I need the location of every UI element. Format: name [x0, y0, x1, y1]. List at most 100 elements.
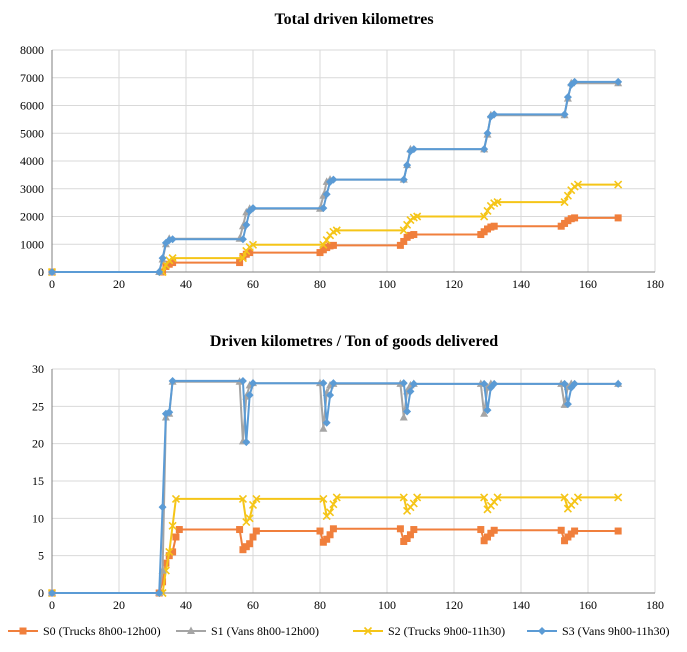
data-point [410, 231, 418, 239]
data-point [570, 379, 579, 388]
data-point [614, 527, 622, 535]
data-point [158, 503, 167, 512]
data-point [403, 161, 412, 170]
data-point [319, 494, 328, 503]
data-point [396, 241, 404, 249]
data-point [165, 547, 174, 556]
x-tick-label: 20 [113, 277, 125, 291]
legend-marker [19, 627, 27, 635]
x-tick-label: 80 [314, 598, 326, 612]
data-point [252, 527, 260, 535]
y-tick-label: 8000 [20, 43, 44, 57]
x-tick-label: 180 [646, 598, 664, 612]
series-line [52, 380, 619, 594]
data-point [319, 379, 328, 388]
data-point [168, 376, 177, 385]
data-point [245, 514, 254, 523]
data-point [242, 220, 251, 229]
data-point [490, 110, 499, 119]
data-point [571, 527, 579, 535]
data-point [560, 110, 569, 119]
data-point [329, 175, 338, 184]
x-tick-label: 120 [445, 598, 463, 612]
data-point [322, 418, 331, 427]
data-point [614, 77, 623, 86]
data-point [323, 535, 331, 543]
data-point [329, 500, 338, 509]
y-tick-label: 5 [38, 549, 44, 563]
data-point [48, 268, 56, 276]
data-point [614, 180, 623, 189]
data-point [329, 525, 337, 533]
data-point [410, 526, 418, 534]
data-point [480, 212, 489, 221]
chart-title: Total driven kilometres [274, 11, 433, 28]
x-tick-label: 60 [247, 598, 259, 612]
data-point [570, 77, 579, 86]
chart-km-per-ton: Driven kilometres / Ton of goods deliver… [32, 333, 664, 612]
series-3 [48, 376, 623, 597]
series-line [52, 496, 619, 594]
y-tick-label: 30 [32, 362, 44, 376]
x-tick-label: 160 [579, 277, 597, 291]
data-point [490, 379, 499, 388]
data-point [399, 175, 408, 184]
x-tick-label: 120 [445, 277, 463, 291]
y-tick-label: 25 [32, 399, 44, 413]
data-point [483, 406, 492, 415]
data-point [413, 212, 422, 221]
y-tick-label: 0 [38, 265, 44, 279]
series-line [52, 379, 619, 594]
series-2 [47, 180, 623, 277]
data-point [329, 241, 337, 249]
data-point [614, 493, 623, 502]
data-point [326, 531, 334, 539]
y-tick-label: 1000 [20, 237, 44, 251]
data-point [571, 214, 579, 222]
data-point [480, 537, 488, 545]
data-point [246, 540, 254, 548]
data-point [236, 526, 244, 534]
series-0 [48, 525, 622, 597]
data-point [563, 400, 572, 409]
legend-item: S3 (Vans 9h00-11h30) [527, 624, 670, 638]
data-point [236, 259, 244, 267]
data-point [409, 379, 418, 388]
data-point [242, 438, 251, 447]
data-point [403, 407, 412, 416]
series-line [52, 527, 619, 594]
data-point [329, 379, 338, 388]
data-point [480, 493, 489, 502]
data-point [316, 527, 324, 535]
legend-label: S3 (Vans 9h00-11h30) [562, 624, 670, 638]
data-point [399, 379, 408, 388]
legend-marker [538, 627, 546, 635]
y-tick-label: 5000 [20, 126, 44, 140]
data-point [493, 198, 502, 207]
data-point [249, 204, 257, 213]
data-point [168, 521, 177, 530]
data-point [249, 533, 257, 541]
legend-label: S1 (Vans 8h00-12h00) [211, 624, 319, 638]
data-point [614, 214, 622, 222]
series-1 [48, 377, 623, 596]
series-2 [47, 493, 623, 598]
data-point [238, 494, 248, 503]
x-tick-label: 100 [378, 598, 396, 612]
data-point [159, 578, 167, 586]
data-point [406, 531, 414, 539]
data-point [248, 240, 258, 249]
y-tick-label: 7000 [20, 71, 44, 85]
data-point [326, 391, 335, 400]
data-point [175, 526, 183, 534]
x-tick-label: 180 [646, 277, 664, 291]
y-tick-label: 3000 [20, 182, 44, 196]
data-point [403, 220, 412, 229]
data-point [171, 494, 181, 503]
legend-marker [187, 626, 195, 634]
x-tick-label: 40 [180, 277, 192, 291]
legend-item: S2 (Trucks 9h00-11h30) [353, 624, 505, 638]
data-point [483, 129, 492, 138]
data-point [252, 494, 261, 503]
data-point [332, 226, 341, 235]
